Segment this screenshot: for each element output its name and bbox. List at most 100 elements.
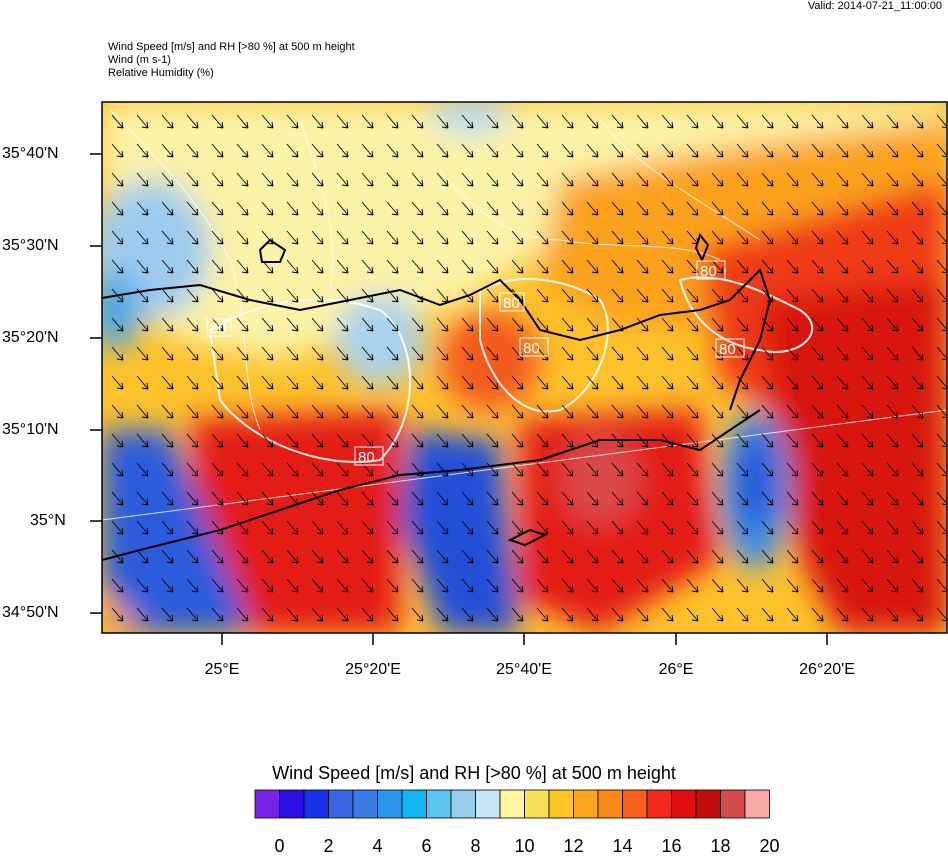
wind-arrow xyxy=(286,201,299,216)
wind-arrow xyxy=(811,230,824,245)
svg-text:80: 80 xyxy=(358,449,375,466)
wind-arrow xyxy=(261,143,274,158)
wind-arrow xyxy=(411,172,424,187)
wind-arrow xyxy=(836,143,849,158)
colorbar-swatch xyxy=(426,789,452,819)
wind-arrow xyxy=(811,549,824,564)
wind-arrow xyxy=(861,259,874,274)
wind-arrow xyxy=(686,549,699,564)
lat-label: 34°50'N xyxy=(2,604,59,621)
wind-arrow xyxy=(111,230,124,245)
wind-arrow xyxy=(186,288,199,303)
svg-text:80: 80 xyxy=(210,320,227,337)
wind-arrow xyxy=(586,114,599,129)
wind-arrow xyxy=(236,288,249,303)
wind-arrow xyxy=(761,462,774,477)
wind-arrow xyxy=(161,549,174,564)
lon-label: 25°20'E xyxy=(345,661,401,678)
wind-arrow xyxy=(836,114,849,129)
wind-arrow xyxy=(436,230,449,245)
wind-arrow xyxy=(436,172,449,187)
wind-arrow xyxy=(711,433,724,448)
wind-arrow xyxy=(161,288,174,303)
wind-arrow xyxy=(411,607,424,622)
wind-arrow xyxy=(186,462,199,477)
wind-arrow xyxy=(236,549,249,564)
wind-arrow xyxy=(561,346,574,361)
wind-arrow xyxy=(511,172,524,187)
wind-arrow xyxy=(511,143,524,158)
wind-arrow xyxy=(361,549,374,564)
wind-arrow xyxy=(261,549,274,564)
wind-arrow xyxy=(636,520,649,535)
colorbar-swatch xyxy=(401,789,427,819)
wind-arrow xyxy=(861,462,874,477)
wind-arrow xyxy=(686,375,699,390)
wind-arrow xyxy=(311,114,324,129)
wind-arrow xyxy=(111,346,124,361)
wind-arrow xyxy=(786,578,799,593)
wind-arrow xyxy=(111,491,124,506)
wind-arrow xyxy=(936,549,947,564)
wind-arrow xyxy=(886,549,899,564)
wind-arrow xyxy=(336,375,349,390)
lon-label: 25°40'E xyxy=(496,661,552,678)
colorbar-tick-label: 16 xyxy=(661,836,682,856)
wind-arrow xyxy=(786,172,799,187)
wind-arrow xyxy=(561,172,574,187)
wind-arrow xyxy=(386,114,399,129)
wind-arrow xyxy=(236,462,249,477)
wind-arrow xyxy=(286,143,299,158)
wind-arrow xyxy=(286,259,299,274)
wind-arrow xyxy=(861,491,874,506)
wind-arrow xyxy=(136,143,149,158)
wind-arrow xyxy=(211,346,224,361)
wind-arrow xyxy=(686,433,699,448)
wind-arrow xyxy=(786,549,799,564)
wind-arrow xyxy=(311,259,324,274)
wind-arrow xyxy=(811,375,824,390)
wind-arrow xyxy=(361,404,374,419)
wind-arrow xyxy=(811,404,824,419)
wind-arrow xyxy=(161,172,174,187)
wind-arrow xyxy=(261,433,274,448)
wind-arrow xyxy=(386,201,399,216)
wind-arrow xyxy=(786,114,799,129)
wind-arrow xyxy=(936,433,947,448)
wind-arrow xyxy=(286,549,299,564)
wind-arrow xyxy=(486,114,499,129)
wind-arrow xyxy=(461,230,474,245)
wind-arrow xyxy=(636,578,649,593)
valid-time: Valid: 2014-07-21_11:00:00 xyxy=(807,0,942,12)
wind-arrow xyxy=(661,607,674,622)
wind-arrow xyxy=(886,404,899,419)
wind-arrow xyxy=(911,346,924,361)
wind-arrow xyxy=(911,288,924,303)
wind-arrow xyxy=(836,230,849,245)
wind-arrow xyxy=(386,288,399,303)
wind-arrow xyxy=(136,288,149,303)
wind-arrow xyxy=(661,491,674,506)
wind-arrow xyxy=(336,172,349,187)
wind-arrow xyxy=(311,288,324,303)
wind-arrow xyxy=(561,491,574,506)
wind-arrow xyxy=(811,114,824,129)
wind-arrow xyxy=(361,230,374,245)
wind-arrow xyxy=(686,607,699,622)
wind-arrow xyxy=(861,549,874,564)
wind-arrow xyxy=(911,114,924,129)
wind-arrow xyxy=(386,607,399,622)
wind-arrow xyxy=(111,549,124,564)
wind-arrow xyxy=(761,346,774,361)
wind-arrow xyxy=(336,404,349,419)
wind-arrow xyxy=(186,201,199,216)
wind-arrow xyxy=(411,520,424,535)
wind-arrow xyxy=(736,288,749,303)
wind-arrow xyxy=(686,230,699,245)
wind-arrow xyxy=(911,143,924,158)
wind-arrow xyxy=(211,607,224,622)
colorbar-swatch xyxy=(646,789,672,819)
wind-arrow xyxy=(911,201,924,216)
lat-label: 35°N xyxy=(30,512,66,529)
wind-arrow xyxy=(386,549,399,564)
